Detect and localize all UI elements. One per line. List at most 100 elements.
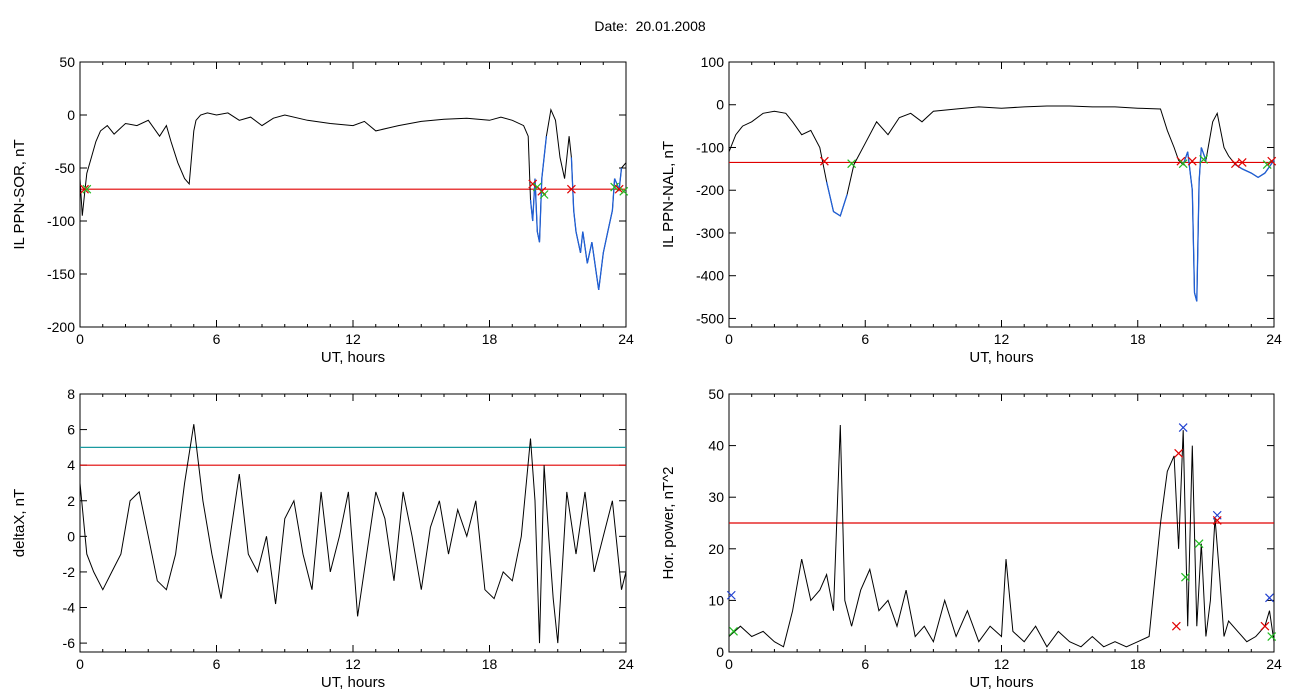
event-marker — [1174, 448, 1184, 458]
event-marker-stroke — [1265, 593, 1274, 603]
x-tick-label: 12 — [994, 331, 1010, 347]
event-marker — [614, 184, 624, 194]
y-tick-label: -2 — [63, 564, 76, 580]
event-marker-stroke — [1260, 621, 1270, 631]
y-tick-label: 50 — [708, 386, 724, 402]
event-marker — [566, 184, 576, 194]
event-marker — [1262, 160, 1272, 170]
event-marker-stroke — [1267, 632, 1277, 641]
y-tick-label: 6 — [67, 422, 75, 438]
event-marker-stroke — [726, 590, 736, 600]
y-tick-label: -300 — [696, 225, 724, 241]
event-segment-line — [1235, 159, 1275, 179]
x-tick-label: 0 — [76, 656, 84, 672]
x-tick-label: 0 — [725, 656, 733, 672]
event-marker — [1178, 423, 1188, 432]
event-segment-line — [825, 181, 848, 217]
y-tick-label: -500 — [696, 310, 724, 326]
event-marker-stroke — [80, 184, 89, 194]
x-tick-label: 24 — [1266, 331, 1282, 347]
plot-frame — [79, 393, 627, 653]
y-tick-label: 20 — [708, 541, 724, 557]
y-tick-label: -4 — [63, 600, 76, 616]
event-marker-stroke — [1267, 156, 1277, 166]
event-marker-stroke — [528, 179, 538, 189]
event-marker-stroke — [532, 182, 542, 192]
event-marker — [610, 182, 620, 192]
event-marker-stroke — [847, 159, 857, 169]
data-series-line — [728, 424, 1275, 648]
event-marker-stroke — [537, 186, 547, 196]
y-tick-label: -6 — [63, 635, 76, 651]
event-marker — [1267, 632, 1277, 641]
x-tick-label: 18 — [1130, 656, 1146, 672]
x-tick-label: 18 — [1130, 331, 1146, 347]
y-tick-label: -150 — [47, 266, 75, 282]
event-segment-line — [1182, 147, 1207, 302]
x-tick-label: 6 — [861, 331, 869, 347]
x-tick-label: 24 — [618, 331, 634, 347]
y-tick-label: 0 — [67, 528, 75, 544]
event-marker-stroke — [1212, 515, 1222, 525]
x-tick-label: 6 — [213, 331, 221, 347]
date-label: Date: — [594, 18, 628, 34]
event-marker-stroke — [539, 190, 549, 199]
y-tick-label: 8 — [67, 386, 75, 402]
figure-title: Date: 20.01.2008 — [0, 18, 1300, 34]
event-marker — [1199, 155, 1209, 164]
x-tick-label: 12 — [345, 656, 361, 672]
y-tick-label: -50 — [55, 160, 75, 176]
y-tick-label: 30 — [708, 489, 724, 505]
event-marker — [80, 184, 89, 194]
y-tick-label: 0 — [67, 107, 75, 123]
event-marker — [1171, 621, 1181, 631]
event-marker-stroke — [1171, 621, 1181, 631]
x-tick-label: 18 — [482, 656, 498, 672]
event-marker — [1187, 156, 1197, 166]
y-axis-label: IL PPN-SOR, nT — [11, 139, 28, 249]
y-tick-label: -100 — [696, 139, 724, 155]
event-marker-stroke — [729, 626, 738, 636]
y-axis-label: deltaX, nT — [11, 489, 28, 557]
event-marker — [1181, 572, 1190, 582]
event-marker-stroke — [1262, 160, 1272, 170]
event-marker-stroke — [1178, 159, 1188, 169]
x-axis-label: UT, hours — [321, 674, 385, 691]
event-marker-stroke — [1181, 572, 1190, 582]
event-marker-stroke — [619, 186, 629, 196]
data-series-line — [79, 107, 627, 290]
y-tick-label: 0 — [716, 644, 724, 660]
x-tick-label: 6 — [213, 656, 221, 672]
x-tick-label: 24 — [618, 656, 634, 672]
x-axis-label: UT, hours — [321, 349, 385, 366]
date-value: 20.01.2008 — [635, 18, 706, 34]
event-marker — [819, 156, 829, 166]
event-marker — [847, 159, 857, 169]
y-axis-label: IL PPN-NAL, nT — [660, 141, 677, 248]
data-series-line — [79, 424, 627, 644]
event-marker — [1178, 159, 1188, 169]
event-marker-stroke — [1199, 155, 1209, 164]
event-marker — [1230, 159, 1240, 169]
y-axis-label: Hor. power, nT^2 — [660, 467, 677, 580]
event-marker — [619, 186, 629, 196]
event-marker-stroke — [1174, 448, 1184, 458]
x-axis-label: UT, hours — [969, 349, 1033, 366]
event-marker-stroke — [82, 184, 92, 194]
x-axis-label: UT, hours — [969, 674, 1033, 691]
chart-panel-2: 0 6 12 18 24 -500 -400 -300 -200 -100 0 100 UT, hour… — [660, 54, 1282, 366]
event-segment-line — [570, 157, 623, 290]
event-marker-stroke — [566, 184, 576, 194]
y-tick-label: 50 — [59, 54, 75, 70]
event-marker — [729, 626, 738, 636]
event-marker-stroke — [1178, 423, 1188, 432]
event-marker — [726, 590, 736, 600]
event-marker-stroke — [1194, 539, 1204, 549]
event-marker-stroke — [610, 182, 620, 192]
y-tick-label: -100 — [47, 213, 75, 229]
event-marker-stroke — [1230, 159, 1240, 169]
x-tick-label: 0 — [76, 331, 84, 347]
y-tick-label: -200 — [696, 182, 724, 198]
event-marker — [1267, 156, 1277, 166]
